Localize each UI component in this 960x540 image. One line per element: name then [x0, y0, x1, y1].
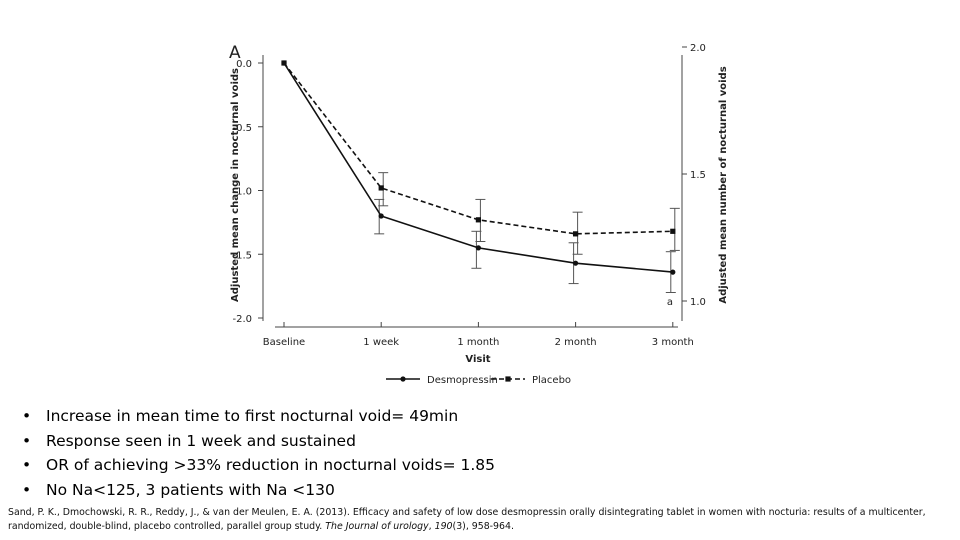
legend-marker	[400, 376, 406, 382]
legend-marker	[505, 376, 511, 382]
series-line	[283, 62, 673, 235]
bullet-item: • No Na<125, 3 patients with Na <130	[22, 480, 335, 499]
series-line	[283, 62, 673, 273]
left-tick-label: 0.0	[236, 59, 252, 70]
data-point	[573, 260, 579, 266]
series-desmopressin	[281, 60, 676, 293]
chart-marks: a	[281, 60, 680, 308]
data-point	[378, 185, 384, 191]
x-tick-label: Baseline	[263, 337, 305, 348]
right-tick-label: 1.0	[690, 297, 706, 308]
x-axis-title: Visit	[465, 354, 490, 365]
legend-label: Placebo	[532, 375, 571, 386]
right-tick-label: 2.0	[690, 43, 706, 54]
x-tick-label: 1 week	[363, 337, 399, 348]
annotation-marker: a	[667, 297, 673, 308]
bullet-item: • OR of achieving >33% reduction in noctu…	[22, 456, 496, 474]
axes: 0.0 -0.5 -1.0 -1.5 -2.0 Adjusted mean change …	[230, 43, 729, 365]
data-point	[573, 231, 579, 237]
bullet-list: • Increase in mean time to first nocturna…	[22, 404, 495, 502]
right-axis-title: Adjusted mean number of nocturnal voids	[718, 66, 729, 303]
data-point	[475, 217, 481, 223]
data-point	[281, 60, 287, 66]
data-point	[475, 245, 481, 251]
left-tick-label: -0.5	[232, 123, 252, 134]
legend: Desmopressin Placebo	[386, 375, 571, 386]
left-tick-label: -1.0	[232, 187, 252, 198]
right-tick-label: 1.5	[690, 170, 706, 181]
data-point	[378, 213, 384, 219]
chart: A 0.0 -0.5 -1.0 -1.5 -2.0 Adjusted mean chang…	[229, 43, 729, 386]
data-point	[670, 228, 676, 234]
series-placebo	[281, 60, 680, 255]
x-tick-label: 1 month	[457, 337, 499, 348]
bullet-item: • Increase in mean time to first nocturna…	[22, 407, 459, 425]
panel-label: A	[229, 43, 241, 63]
x-tick-label: 2 month	[555, 337, 597, 348]
x-tick-label: 3 month	[652, 337, 694, 348]
left-axis-title: Adjusted mean change in nocturnal voids	[230, 68, 241, 302]
data-point	[670, 269, 676, 275]
bullet-item: • Response seen in 1 week and sustained	[22, 431, 356, 450]
citation: Sand, P. K., Dmochowski, R. R., Reddy, J…	[8, 507, 926, 532]
left-tick-label: -1.5	[232, 250, 252, 261]
legend-label: Desmopressin	[427, 375, 498, 386]
left-tick-label: -2.0	[232, 314, 252, 325]
